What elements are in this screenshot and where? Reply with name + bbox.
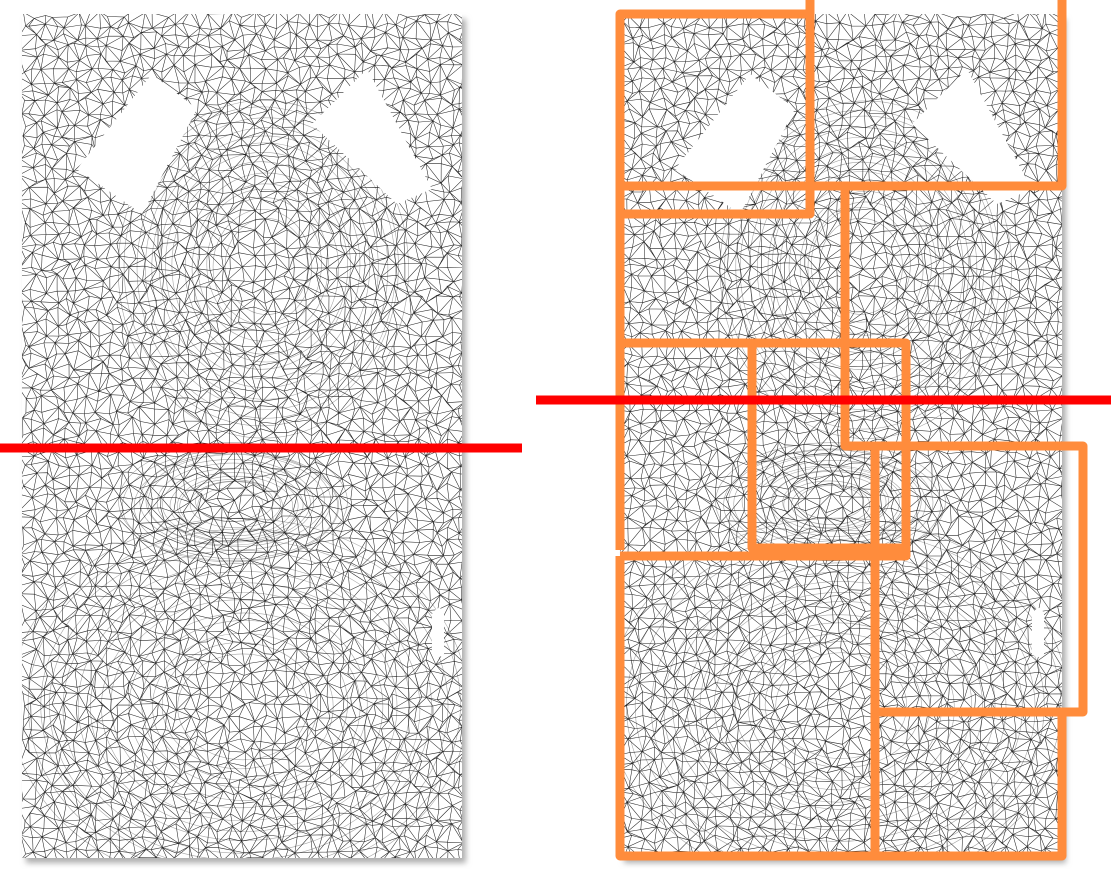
contour-ring	[176, 475, 294, 537]
contour-ring	[179, 479, 283, 534]
contour-ring	[145, 127, 389, 410]
contour-ring	[197, 487, 264, 522]
contour-ring	[169, 472, 299, 540]
contour-ring	[782, 475, 887, 530]
contour-ring	[767, 155, 964, 383]
mesh-contours	[22, 100, 462, 858]
contour-ring	[723, 448, 942, 561]
contour-ring	[62, 563, 421, 854]
contour-ring	[791, 484, 870, 525]
contour-ring	[165, 152, 361, 379]
contour-ring	[101, 592, 384, 822]
side-notch	[432, 608, 444, 657]
side-notch	[1032, 608, 1044, 657]
contour-ring	[133, 453, 339, 560]
contour-ring	[147, 459, 315, 546]
contour-ring	[189, 480, 281, 528]
contour-ring	[747, 633, 930, 781]
contour-ring	[152, 633, 334, 781]
contour-ring	[772, 471, 890, 532]
contour-ring	[715, 442, 946, 562]
contour-ring	[117, 100, 409, 439]
contour-ring	[734, 622, 943, 791]
contour-ring	[764, 641, 922, 769]
left-triangle-mesh	[22, 14, 462, 858]
contour-ring	[123, 106, 399, 427]
contour-ring	[780, 171, 945, 361]
contour-ring	[151, 135, 379, 400]
right-mesh-panel	[536, 0, 1111, 861]
contour-ring	[224, 218, 309, 315]
right-mesh-holes	[675, 69, 1044, 657]
contour-ring	[212, 209, 313, 325]
contour-ring	[810, 207, 911, 323]
bounding-box-middle	[620, 338, 911, 561]
bounding-box-top-left	[615, 0, 815, 219]
contour-ring	[819, 217, 903, 315]
contour-ring	[724, 109, 1001, 430]
left-mesh-holes	[77, 69, 444, 657]
contour-ring	[626, 529, 1062, 858]
contour-ring	[735, 115, 996, 417]
contour-ring	[770, 469, 900, 537]
contour-ring	[191, 183, 340, 355]
contour-ring	[49, 550, 432, 858]
contour-ring	[797, 485, 864, 520]
contour-ring	[77, 571, 411, 841]
contour-ring	[197, 188, 329, 342]
left-arm-gap	[675, 74, 795, 214]
right-arm-gap	[912, 69, 1032, 204]
contour-ring	[775, 652, 908, 759]
contour-ring	[162, 468, 304, 542]
bounding-box-bottom	[615, 556, 1067, 861]
contour-ring	[184, 172, 349, 363]
contour-ring	[177, 653, 309, 761]
contour-ring	[714, 601, 973, 810]
contour-ring	[158, 142, 371, 388]
contour-ring	[156, 462, 311, 543]
contour-ring	[40, 539, 449, 858]
contour-ring	[22, 517, 462, 858]
contour-ring	[206, 197, 322, 332]
left-arm-gap	[77, 74, 197, 214]
contour-ring	[110, 599, 368, 809]
contour-ring	[686, 581, 996, 831]
contour-ring	[739, 127, 985, 410]
contour-ring	[128, 612, 361, 801]
contour-ring	[145, 454, 325, 547]
bounding-box-center	[747, 343, 906, 553]
left-mesh-panel	[0, 14, 522, 858]
contour-ring	[634, 540, 1045, 858]
right-arm-gap	[312, 69, 432, 204]
contour-ring	[757, 146, 970, 392]
contour-ring	[620, 517, 1062, 858]
contour-ring	[27, 528, 461, 858]
contour-ring	[699, 592, 983, 822]
contour-ring	[771, 161, 953, 370]
contour-ring	[171, 161, 351, 370]
contour-ring	[161, 642, 318, 770]
contour-ring	[90, 582, 398, 832]
contour-ring	[118, 442, 348, 562]
contour-ring	[195, 481, 274, 522]
contour-ring	[719, 100, 1013, 439]
contour-ring	[136, 117, 396, 419]
contour-ring	[672, 571, 1007, 842]
contour-ring	[141, 620, 348, 788]
contour-ring	[807, 201, 924, 336]
